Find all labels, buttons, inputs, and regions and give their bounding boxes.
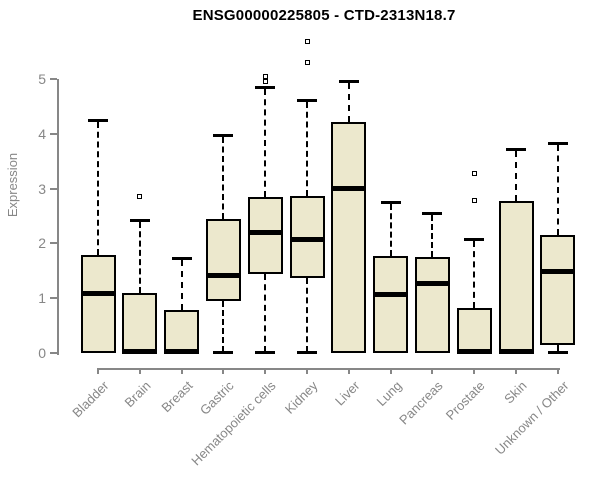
box-prostate — [456, 308, 492, 353]
upper-whisker — [556, 145, 559, 236]
x-axis-tick — [473, 368, 476, 374]
upper-whisker-cap — [88, 119, 108, 123]
lower-whisker-cap — [213, 350, 234, 354]
upper-whisker — [347, 83, 350, 122]
box-bladder — [80, 254, 116, 353]
x-axis-tick — [556, 368, 559, 374]
upper-whisker — [306, 101, 308, 196]
box-lung — [373, 256, 409, 353]
median-line — [247, 229, 283, 235]
outlier-point — [262, 74, 268, 80]
upper-whisker — [515, 150, 517, 201]
upper-whisker — [180, 260, 183, 311]
outlier-point — [262, 79, 268, 85]
upper-whisker-cap — [255, 86, 276, 90]
median-line — [205, 273, 241, 279]
median-line — [289, 237, 325, 243]
median-line — [80, 291, 116, 297]
upper-whisker — [431, 215, 434, 257]
upper-whisker-cap — [547, 142, 568, 146]
lower-whisker — [264, 274, 267, 352]
x-axis-line — [98, 368, 560, 370]
lower-whisker-cap — [297, 350, 317, 354]
y-tick-label: 4 — [38, 125, 46, 142]
y-tick-label: 0 — [38, 345, 46, 361]
box-brain — [122, 293, 158, 353]
x-axis-tick — [431, 368, 434, 374]
y-tick-label: 2 — [38, 235, 46, 252]
lower-whisker — [306, 278, 308, 352]
box-unknown-other — [540, 235, 576, 345]
x-axis-tick — [222, 368, 225, 374]
upper-whisker-cap — [171, 257, 192, 261]
upper-whisker-cap — [380, 201, 401, 205]
x-axis-tick — [180, 368, 183, 374]
x-axis-tick — [138, 368, 141, 374]
box-hematopoietic-cells — [247, 197, 283, 275]
y-axis-line — [57, 79, 59, 355]
median-line — [331, 185, 367, 191]
chart-title: ENSG00000225805 - CTD-2313N18.7 — [192, 7, 456, 24]
upper-whisker — [222, 136, 225, 220]
y-axis-tick — [50, 132, 57, 135]
upper-whisker — [473, 241, 476, 309]
box-liver — [331, 121, 367, 353]
box-breast — [164, 310, 200, 353]
upper-whisker-cap — [464, 238, 485, 242]
median-line — [122, 348, 158, 354]
lower-whisker — [222, 300, 225, 352]
median-line — [373, 292, 409, 298]
median-line — [498, 348, 534, 354]
upper-whisker-cap — [213, 133, 234, 137]
upper-whisker-cap — [297, 98, 317, 102]
x-axis-tick — [389, 368, 392, 374]
upper-whisker-cap — [129, 218, 150, 222]
x-axis-tick — [515, 368, 517, 374]
outlier-point — [304, 59, 310, 65]
outlier-point — [471, 170, 477, 176]
upper-whisker — [389, 204, 392, 256]
lower-whisker-cap — [547, 350, 568, 354]
y-axis-tick — [50, 352, 57, 354]
x-axis-tick — [347, 368, 350, 374]
y-axis-tick — [50, 242, 57, 245]
y-axis-tick — [50, 187, 57, 190]
y-axis-tick — [50, 297, 57, 300]
upper-whisker — [97, 122, 99, 255]
x-axis-tick — [306, 368, 308, 374]
outlier-point — [137, 194, 143, 200]
box-pancreas — [414, 256, 450, 353]
x-axis-tick — [97, 368, 99, 374]
y-tick-label: 5 — [38, 71, 46, 87]
y-tick-label: 3 — [38, 180, 46, 197]
median-line — [540, 269, 576, 275]
median-line — [414, 280, 450, 286]
box-skin — [498, 200, 534, 353]
outlier-point — [471, 197, 477, 203]
upper-whisker-cap — [422, 212, 443, 216]
lower-whisker-cap — [255, 350, 276, 354]
median-line — [456, 348, 492, 354]
upper-whisker-cap — [338, 80, 359, 84]
y-tick-label: 1 — [38, 290, 46, 307]
box-gastric — [205, 219, 241, 301]
upper-whisker — [264, 89, 267, 198]
median-line — [164, 348, 200, 354]
outlier-point — [304, 39, 310, 45]
x-axis-tick — [264, 368, 267, 374]
y-axis-tick — [50, 78, 57, 80]
lower-whisker — [556, 344, 559, 352]
upper-whisker — [138, 221, 141, 294]
upper-whisker-cap — [506, 147, 526, 151]
